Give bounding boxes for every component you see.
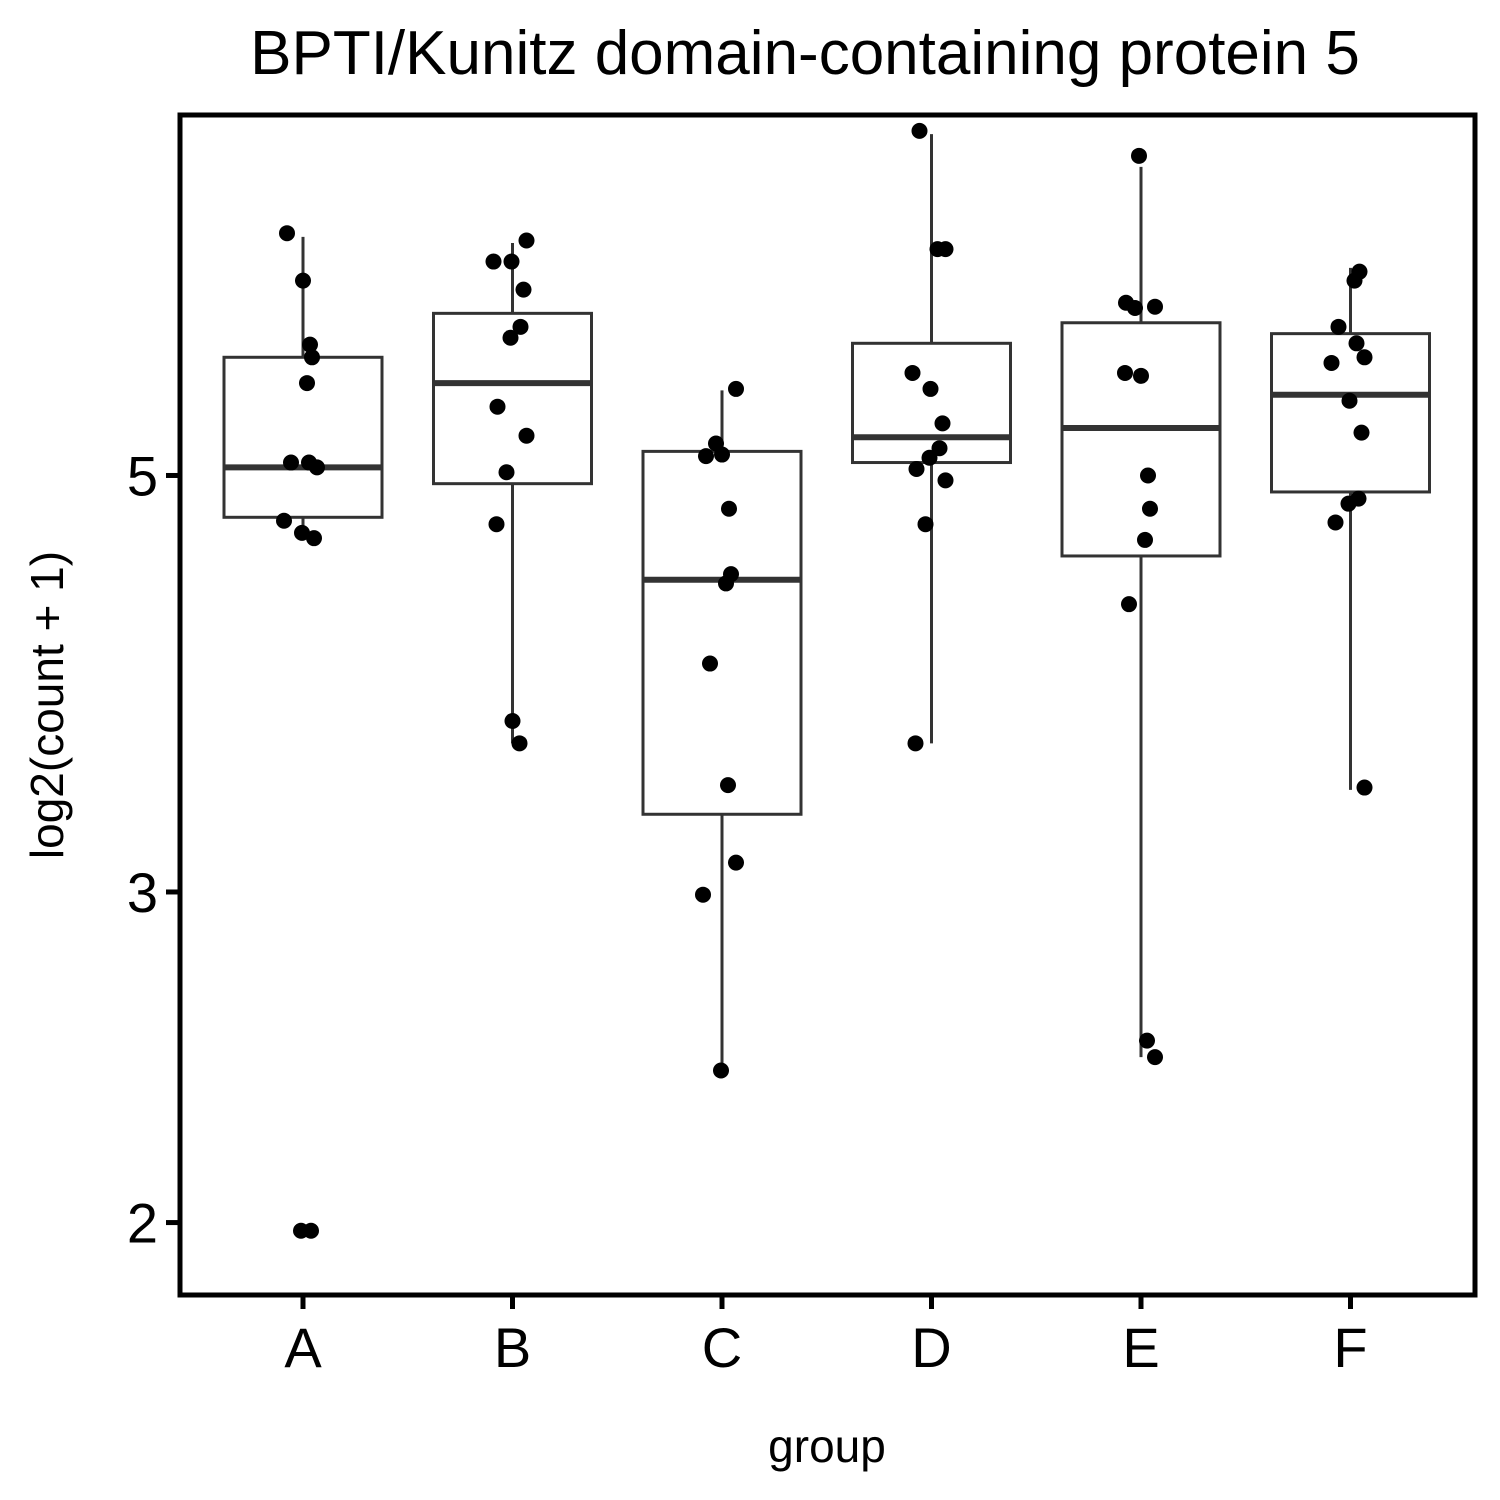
data-point-E <box>1137 531 1153 548</box>
data-point-E <box>1127 300 1143 317</box>
data-point-B <box>489 398 506 415</box>
data-point-A <box>279 225 295 242</box>
data-point-C <box>718 575 734 592</box>
data-point-A <box>293 1222 309 1239</box>
data-point-F <box>1348 335 1365 352</box>
data-point-C <box>728 380 744 397</box>
data-point-C <box>728 854 744 871</box>
data-point-F <box>1341 392 1358 409</box>
data-point-E <box>1147 1049 1163 1066</box>
data-point-D <box>931 440 948 457</box>
data-point-A <box>294 524 310 541</box>
points-A <box>276 225 325 1239</box>
data-point-F <box>1323 354 1340 371</box>
data-point-F <box>1356 349 1373 366</box>
data-point-C <box>713 1062 729 1079</box>
data-point-A <box>295 272 311 289</box>
data-point-C <box>702 655 718 672</box>
data-point-B <box>518 232 535 249</box>
data-point-F <box>1346 272 1363 289</box>
data-point-E <box>1133 367 1149 384</box>
box-group-D <box>851 134 1012 744</box>
data-point-D <box>907 735 924 752</box>
data-point-D <box>922 380 939 397</box>
x-tick-label-C: C <box>702 1316 742 1379</box>
box-group-B <box>432 242 593 744</box>
x-tick-label-D: D <box>911 1316 951 1379</box>
data-point-F <box>1340 495 1357 512</box>
data-point-B <box>502 329 519 346</box>
data-point-A <box>299 375 315 392</box>
data-point-D <box>908 460 925 477</box>
box-group-E <box>1060 166 1222 1058</box>
box-D <box>851 341 1012 465</box>
box-F <box>1270 332 1431 494</box>
x-tick-label-A: A <box>284 1316 322 1379</box>
data-point-A <box>309 459 325 476</box>
data-point-F <box>1330 318 1347 335</box>
y-tick-label: 3 <box>127 861 158 924</box>
data-point-F <box>1356 779 1373 796</box>
data-point-C <box>721 500 737 517</box>
points-D <box>904 122 954 752</box>
data-point-F <box>1327 514 1344 531</box>
chart-title: BPTI/Kunitz domain-containing protein 5 <box>250 19 1360 88</box>
data-point-C <box>720 777 736 794</box>
box-group-C <box>641 390 803 1068</box>
y-axis: 2 3 5 <box>127 444 180 1255</box>
x-tick-label-B: B <box>494 1316 531 1379</box>
data-point-E <box>1142 500 1158 517</box>
data-point-A <box>304 349 320 366</box>
data-point-E <box>1139 1032 1155 1049</box>
data-point-E <box>1147 298 1163 315</box>
data-point-A <box>306 530 322 547</box>
data-point-B <box>498 464 515 481</box>
data-point-D <box>934 415 951 432</box>
data-point-E <box>1131 147 1147 164</box>
data-point-E <box>1117 364 1133 381</box>
data-point-D <box>937 241 954 258</box>
data-point-D <box>921 449 938 466</box>
data-point-B <box>485 253 502 270</box>
y-tick-label: 2 <box>127 1192 158 1255</box>
box-E <box>1060 321 1222 558</box>
data-point-B <box>503 253 520 270</box>
data-point-B <box>518 427 535 444</box>
data-point-B <box>511 735 528 752</box>
data-point-C <box>698 448 714 465</box>
x-axis-title: group <box>768 1420 886 1472</box>
y-tick-label: 5 <box>127 444 158 507</box>
y-axis-title: log2(count + 1) <box>21 551 73 859</box>
plot-area <box>222 122 1431 1239</box>
data-point-B <box>515 281 532 298</box>
data-point-B <box>488 516 505 533</box>
x-tick-label-F: F <box>1333 1316 1367 1379</box>
data-point-E <box>1121 596 1137 613</box>
data-point-D <box>937 472 954 489</box>
data-point-D <box>911 122 928 139</box>
data-point-A <box>283 454 299 471</box>
box-B <box>432 311 593 486</box>
data-point-C <box>695 886 711 903</box>
points-B <box>485 232 535 752</box>
x-axis: A B C D E F <box>284 1295 1368 1379</box>
data-point-E <box>1140 467 1156 484</box>
data-point-A <box>276 512 292 529</box>
points-F <box>1323 263 1373 796</box>
data-point-B <box>512 318 529 335</box>
x-tick-label-E: E <box>1122 1316 1159 1379</box>
data-point-F <box>1353 424 1370 441</box>
data-point-D <box>917 516 934 533</box>
panel-border <box>177 112 1478 1298</box>
data-point-C <box>714 446 730 463</box>
data-point-D <box>904 364 921 381</box>
box-group-F <box>1270 267 1431 790</box>
points-E <box>1117 147 1163 1066</box>
data-point-A <box>302 336 318 353</box>
points-C <box>695 380 744 1079</box>
data-point-B <box>504 712 521 729</box>
